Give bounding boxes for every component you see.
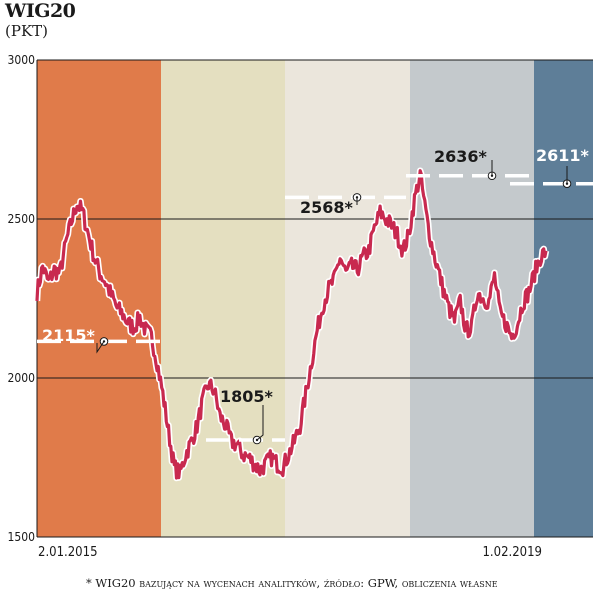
- period-band-5: [534, 60, 593, 537]
- target-label-3: 2568*: [300, 198, 354, 217]
- y-axis-unit: (PKT): [5, 22, 49, 40]
- y-tick-labels: 1500 2000 2500 3000: [8, 53, 36, 544]
- target-label-5: 2611*: [536, 146, 590, 165]
- y-tick-3000: 3000: [8, 53, 36, 67]
- period-band-4: [410, 60, 534, 537]
- annotations: 2115* 1805* 2568* 2636* 2611*: [37, 146, 593, 445]
- target-label-4: 2636*: [434, 147, 488, 166]
- target-leader-2: [256, 405, 264, 441]
- period-band-1: [37, 60, 161, 537]
- y-tick-1500: 1500: [8, 530, 36, 544]
- x-tick-end: 1.02.2019: [482, 545, 542, 560]
- chart-title: WIG20: [5, 0, 76, 22]
- footnote: * WIG20 bazujący na wycenach analityków,…: [86, 576, 498, 590]
- period-bands: [37, 60, 593, 537]
- series-group: [33, 167, 550, 482]
- x-tick-start: 2.01.2015: [38, 545, 98, 560]
- x-tick-labels: 2.01.2015 1.02.2019: [38, 545, 542, 560]
- series-line: [35, 169, 548, 480]
- target-label-2: 1805*: [220, 387, 274, 406]
- target-leader-1: [96, 341, 105, 354]
- y-tick-2000: 2000: [8, 371, 36, 385]
- target-label-1: 2115*: [42, 326, 96, 345]
- period-band-3: [285, 60, 410, 537]
- y-tick-2500: 2500: [8, 212, 36, 226]
